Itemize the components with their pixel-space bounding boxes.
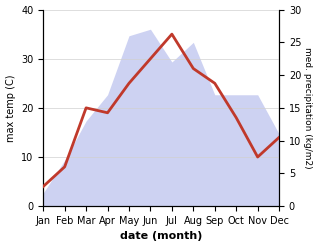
Y-axis label: med. precipitation (kg/m2): med. precipitation (kg/m2): [303, 47, 313, 169]
Y-axis label: max temp (C): max temp (C): [5, 74, 16, 142]
X-axis label: date (month): date (month): [120, 231, 202, 242]
